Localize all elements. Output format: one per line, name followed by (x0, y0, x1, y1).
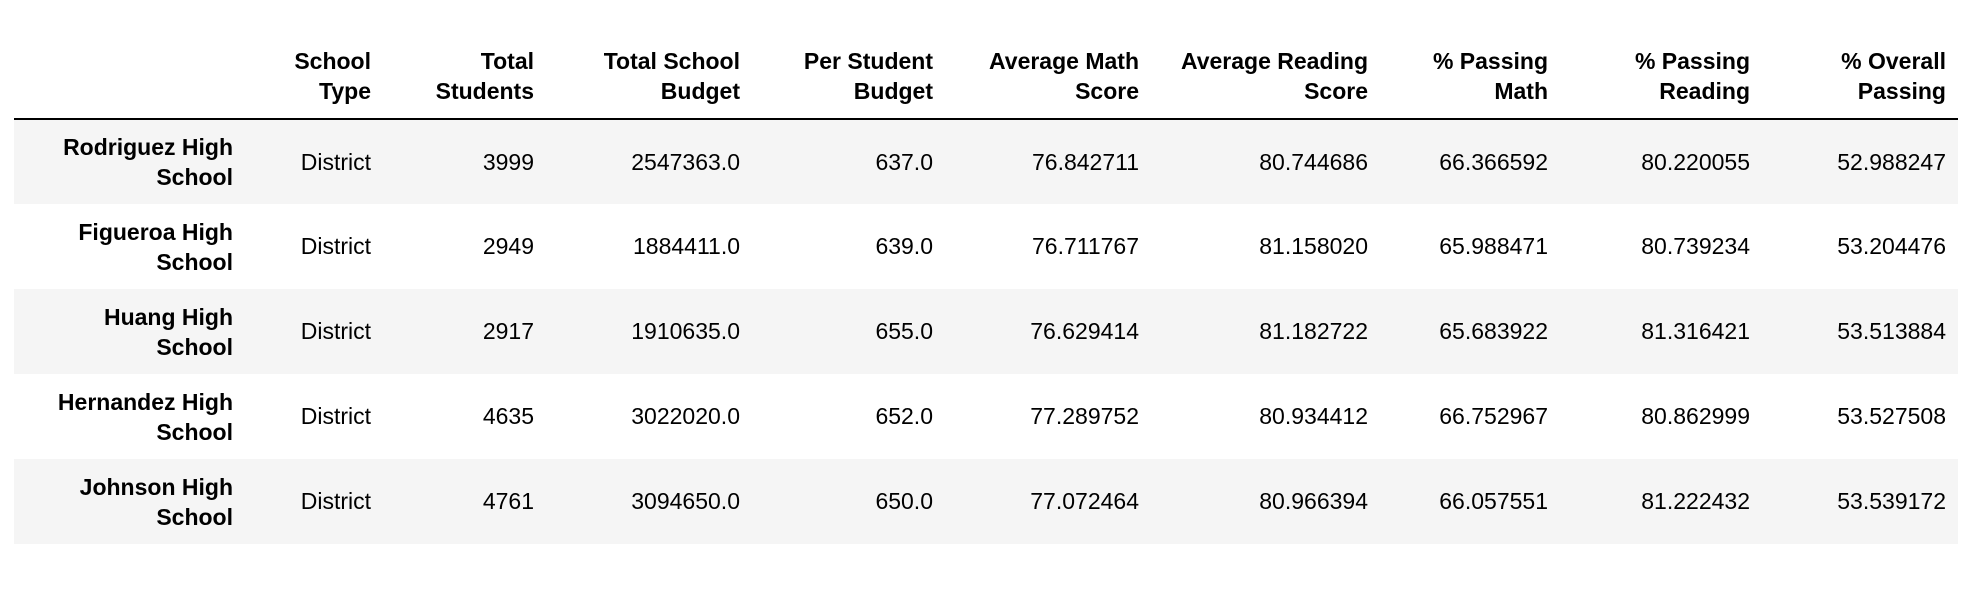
table-row: Hernandez High School District 4635 3022020.… (14, 374, 1958, 459)
table-cell: 65.683922 (1439, 318, 1548, 344)
table-row: Huang High School District 2917 1910635.0 655… (14, 289, 1958, 374)
school-summary-table: School Type Total Students Total School Budge… (14, 40, 1958, 544)
row-label-text: School (156, 503, 233, 530)
table-cell: District (300, 488, 371, 514)
table-cell: 3999 (482, 148, 534, 175)
column-header-text: % Passing (1634, 48, 1750, 74)
table-cell: 66.366592 (1439, 148, 1548, 175)
table-cell: 3094650.0 (631, 488, 740, 514)
header-row: School Type Total Students Total School Budge… (14, 40, 1958, 120)
column-header-text: Reading (1659, 78, 1750, 104)
row-label: Figueroa High School (14, 204, 245, 289)
table-cell: 53.527508 (1837, 403, 1946, 429)
table-cell: 80.862999 (1641, 403, 1750, 429)
table-cell: 637.0 (875, 148, 933, 175)
table-cell: 80.220055 (1641, 148, 1750, 175)
column-header: Average Reading Score (1151, 40, 1380, 120)
column-header: % Overall Passing (1762, 40, 1958, 120)
column-header-text: Score (1075, 78, 1139, 104)
table-cell: 1910635.0 (631, 318, 740, 344)
column-header-text: Budget (660, 78, 740, 104)
column-header: Per Student Budget (752, 40, 945, 120)
table-header: School Type Total Students Total School Budge… (14, 40, 1958, 120)
column-header-text: Passing (1857, 78, 1946, 104)
table-cell: 80.966394 (1259, 488, 1368, 514)
table-cell: 77.072464 (1030, 488, 1139, 514)
row-label-text: Johnson High (79, 473, 233, 500)
table-cell: 53.204476 (1837, 233, 1946, 259)
row-label: Rodriguez High School (14, 119, 245, 204)
column-header: % Passing Reading (1560, 40, 1762, 120)
column-header-text: Type (319, 78, 371, 104)
table-cell: 4761 (482, 488, 534, 514)
column-header-text: Average Reading (1180, 48, 1368, 74)
table-cell: District (300, 233, 371, 259)
table-cell: 66.752967 (1439, 403, 1548, 429)
column-header: % Passing Math (1380, 40, 1560, 120)
table-cell: 639.0 (875, 233, 933, 259)
table-cell: 2547363.0 (631, 148, 740, 175)
table-cell: 53.513884 (1837, 318, 1946, 344)
table-row: Rodriguez High School District 3999 2547363.… (14, 119, 1958, 204)
table-cell: 52.988247 (1837, 148, 1946, 175)
table-cell: 81.158020 (1259, 233, 1368, 259)
table-cell: 76.711767 (1031, 233, 1139, 259)
table-cell: 3022020.0 (631, 403, 740, 429)
column-header-text: Budget (853, 78, 933, 104)
row-label: Johnson High School (14, 459, 245, 544)
table-cell: District (300, 403, 371, 429)
column-header: Total Students (383, 40, 546, 120)
table-cell: 80.739234 (1641, 233, 1750, 259)
table-body: Rodriguez High School District 3999 2547363.… (14, 119, 1958, 544)
table-row: Figueroa High School District 2949 1884411.0… (14, 204, 1958, 289)
table-cell: District (300, 318, 371, 344)
dataframe-container: School Type Total Students Total School Budge… (14, 40, 1958, 544)
table-cell: 66.057551 (1439, 488, 1548, 514)
column-header-text: Students (435, 78, 534, 104)
table-row: Johnson High School District 4761 3094650.0 6… (14, 459, 1958, 544)
table-cell: 81.222432 (1641, 488, 1750, 514)
row-label-text: School (156, 164, 233, 190)
table-cell: 2949 (482, 233, 534, 259)
table-cell: 65.988471 (1439, 233, 1548, 259)
row-label: Hernandez High School (14, 374, 245, 459)
table-cell: 652.0 (875, 403, 933, 429)
column-header: Total School Budget (546, 40, 752, 120)
table-cell: 1884411.0 (632, 233, 740, 259)
table-cell: 4635 (482, 403, 534, 429)
row-label-text: Hernandez High (57, 388, 233, 415)
table-cell: 76.842711 (1031, 148, 1139, 175)
table-cell: 2917 (482, 318, 534, 344)
column-header-text: School (294, 48, 371, 74)
column-header: Average Math Score (945, 40, 1151, 120)
table-cell: 53.539172 (1837, 488, 1946, 514)
column-header-text: Total School (603, 48, 740, 74)
column-header (14, 40, 245, 120)
table-cell: 655.0 (875, 318, 933, 344)
table-cell: 76.629414 (1030, 318, 1139, 344)
row-label-text: Rodriguez High (63, 134, 233, 160)
table-cell: 81.182722 (1259, 318, 1368, 344)
row-label-text: School (156, 418, 233, 445)
table-cell: 77.289752 (1030, 403, 1139, 429)
table-cell: 81.316421 (1641, 318, 1750, 344)
column-header-text: Total (480, 48, 534, 74)
row-label-text: School (156, 248, 233, 275)
table-cell: District (300, 148, 371, 175)
column-header-text: Per Student (803, 48, 933, 74)
row-label-text: School (156, 333, 233, 360)
column-header-text: Score (1304, 78, 1368, 104)
column-header: School Type (245, 40, 383, 120)
row-label-text: Figueroa High (78, 218, 233, 245)
table-cell: 80.934412 (1259, 403, 1368, 429)
table-cell: 650.0 (875, 488, 933, 514)
column-header-text: Math (1494, 78, 1548, 104)
table-cell: 80.744686 (1259, 148, 1368, 175)
column-header-text: Average Math (989, 48, 1139, 74)
row-label: Huang High School (14, 289, 245, 374)
column-header-text: % Overall (1841, 48, 1946, 74)
column-header-text: % Passing (1432, 48, 1548, 74)
row-label-text: Huang High (103, 303, 233, 330)
